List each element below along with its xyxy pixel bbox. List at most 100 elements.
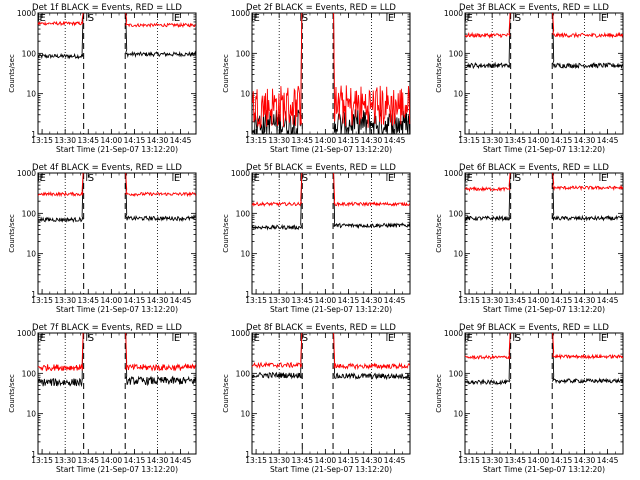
x-tick-label: 14:45 [597,296,619,305]
plot-frame [37,12,197,135]
series-line [552,12,624,70]
x-tick-label: 14:45 [170,136,192,145]
x-axis-label: Start Time (21-Sep-07 13:12:20) [483,465,605,474]
x-tick-label: 13:45 [77,136,99,145]
x-tick-label: 14:00 [101,456,123,465]
plot-frame [464,12,624,135]
series-line [251,332,303,370]
x-tick-label: 13:45 [504,296,526,305]
y-tick-label: 10 [240,410,250,419]
y-tick-label: 1000 [231,169,250,178]
x-tick-label: 14:15 [551,136,573,145]
y-tick-label: 10 [453,410,463,419]
x-tick-label: 13:45 [291,136,313,145]
y-tick-label: 1 [245,130,250,139]
x-tick-label: 13:30 [54,136,76,145]
series-line [37,172,84,198]
x-tick-label: 13:15 [458,456,480,465]
x-tick-label: 14:15 [338,456,360,465]
series-line [464,332,511,361]
y-tick-label: 1000 [17,169,36,178]
chart-title: Det 4f BLACK = Events, RED = LLD [32,163,182,173]
x-axis-label: Start Time (21-Sep-07 13:12:20) [56,145,178,154]
y-tick-label: 10 [453,250,463,259]
x-axis-label: Start Time (21-Sep-07 13:12:20) [270,145,392,154]
x-axis-label: Start Time (21-Sep-07 13:12:20) [483,145,605,154]
chart-title: Det 6f BLACK = Events, RED = LLD [459,163,609,173]
y-tick-label: 1 [245,290,250,299]
series-line [125,172,196,223]
y-tick-label: 1000 [231,9,250,18]
x-tick-label: 13:45 [504,456,526,465]
x-tick-label: 13:15 [245,296,267,305]
x-tick-label: 13:45 [291,456,313,465]
x-tick-label: 14:30 [361,136,383,145]
marker-label: E [174,173,180,184]
marker-label: E [601,13,607,24]
y-tick-label: 10 [26,250,36,259]
plot-frame [464,332,624,455]
x-tick-label: 14:30 [361,456,383,465]
series-line [37,12,84,27]
series-line [333,172,411,230]
y-tick-label: 1000 [231,329,250,338]
y-tick-label: 10 [240,250,250,259]
chart-title: Det 2f BLACK = Events, RED = LLD [246,3,396,13]
marker-label: E [40,333,46,344]
series-line [251,12,303,128]
series-line [125,12,197,58]
x-tick-label: 13:15 [458,296,480,305]
y-axis-label: Counts/sec [435,54,443,93]
marker-label: E [388,173,394,184]
chart-title: Det 1f BLACK = Events, RED = LLD [32,3,182,13]
series-line [125,332,197,372]
y-tick-label: 1000 [444,9,463,18]
x-tick-label: 14:00 [528,296,550,305]
y-tick-label: 1000 [17,329,36,338]
chart-title: Det 3f BLACK = Events, RED = LLD [459,3,609,13]
x-tick-label: 14:45 [170,456,192,465]
plot-frame [464,172,624,295]
chart-panel: Det 3f BLACK = Events, RED = LLD 1 10 100 10… [435,3,624,154]
series-line [464,332,511,386]
x-tick-label: 14:15 [124,136,146,145]
y-tick-label: 100 [236,209,251,218]
marker-label: E [388,13,394,24]
marker-label: S [302,333,308,344]
series-line [552,332,624,360]
y-tick-label: 1000 [444,329,463,338]
x-tick-label: 14:15 [338,296,360,305]
y-axis-label: Counts/sec [8,214,16,253]
marker-label: S [88,333,94,344]
x-tick-label: 13:15 [458,136,480,145]
y-axis-label: Counts/sec [435,374,443,413]
x-tick-label: 14:00 [315,456,337,465]
series-line [333,172,411,208]
chart-title: Det 5f BLACK = Events, RED = LLD [246,163,396,173]
x-tick-label: 14:45 [597,136,619,145]
series-line [251,332,303,380]
x-tick-label: 13:45 [77,296,99,305]
x-tick-label: 14:15 [551,296,573,305]
series-line [37,332,84,372]
x-tick-label: 14:00 [528,136,550,145]
x-tick-label: 14:45 [384,456,406,465]
series-line [125,332,197,387]
series-line [37,332,84,388]
marker-label: E [467,333,473,344]
series-line [333,12,411,128]
y-tick-label: 1 [31,290,36,299]
y-tick-label: 100 [236,49,251,58]
marker-label: E [254,333,260,344]
y-tick-label: 1000 [17,9,36,18]
y-tick-label: 1 [458,290,463,299]
chart-panel: Det 8f BLACK = Events, RED = LLD 1 10 100 10… [222,323,411,474]
x-tick-label: 14:00 [101,296,123,305]
x-tick-label: 14:15 [338,136,360,145]
x-axis-label: Start Time (21-Sep-07 13:12:20) [56,305,178,314]
x-tick-label: 14:00 [315,296,337,305]
x-tick-label: 14:30 [361,296,383,305]
marker-label: E [174,13,180,24]
y-tick-label: 100 [449,369,464,378]
marker-label: E [467,173,473,184]
